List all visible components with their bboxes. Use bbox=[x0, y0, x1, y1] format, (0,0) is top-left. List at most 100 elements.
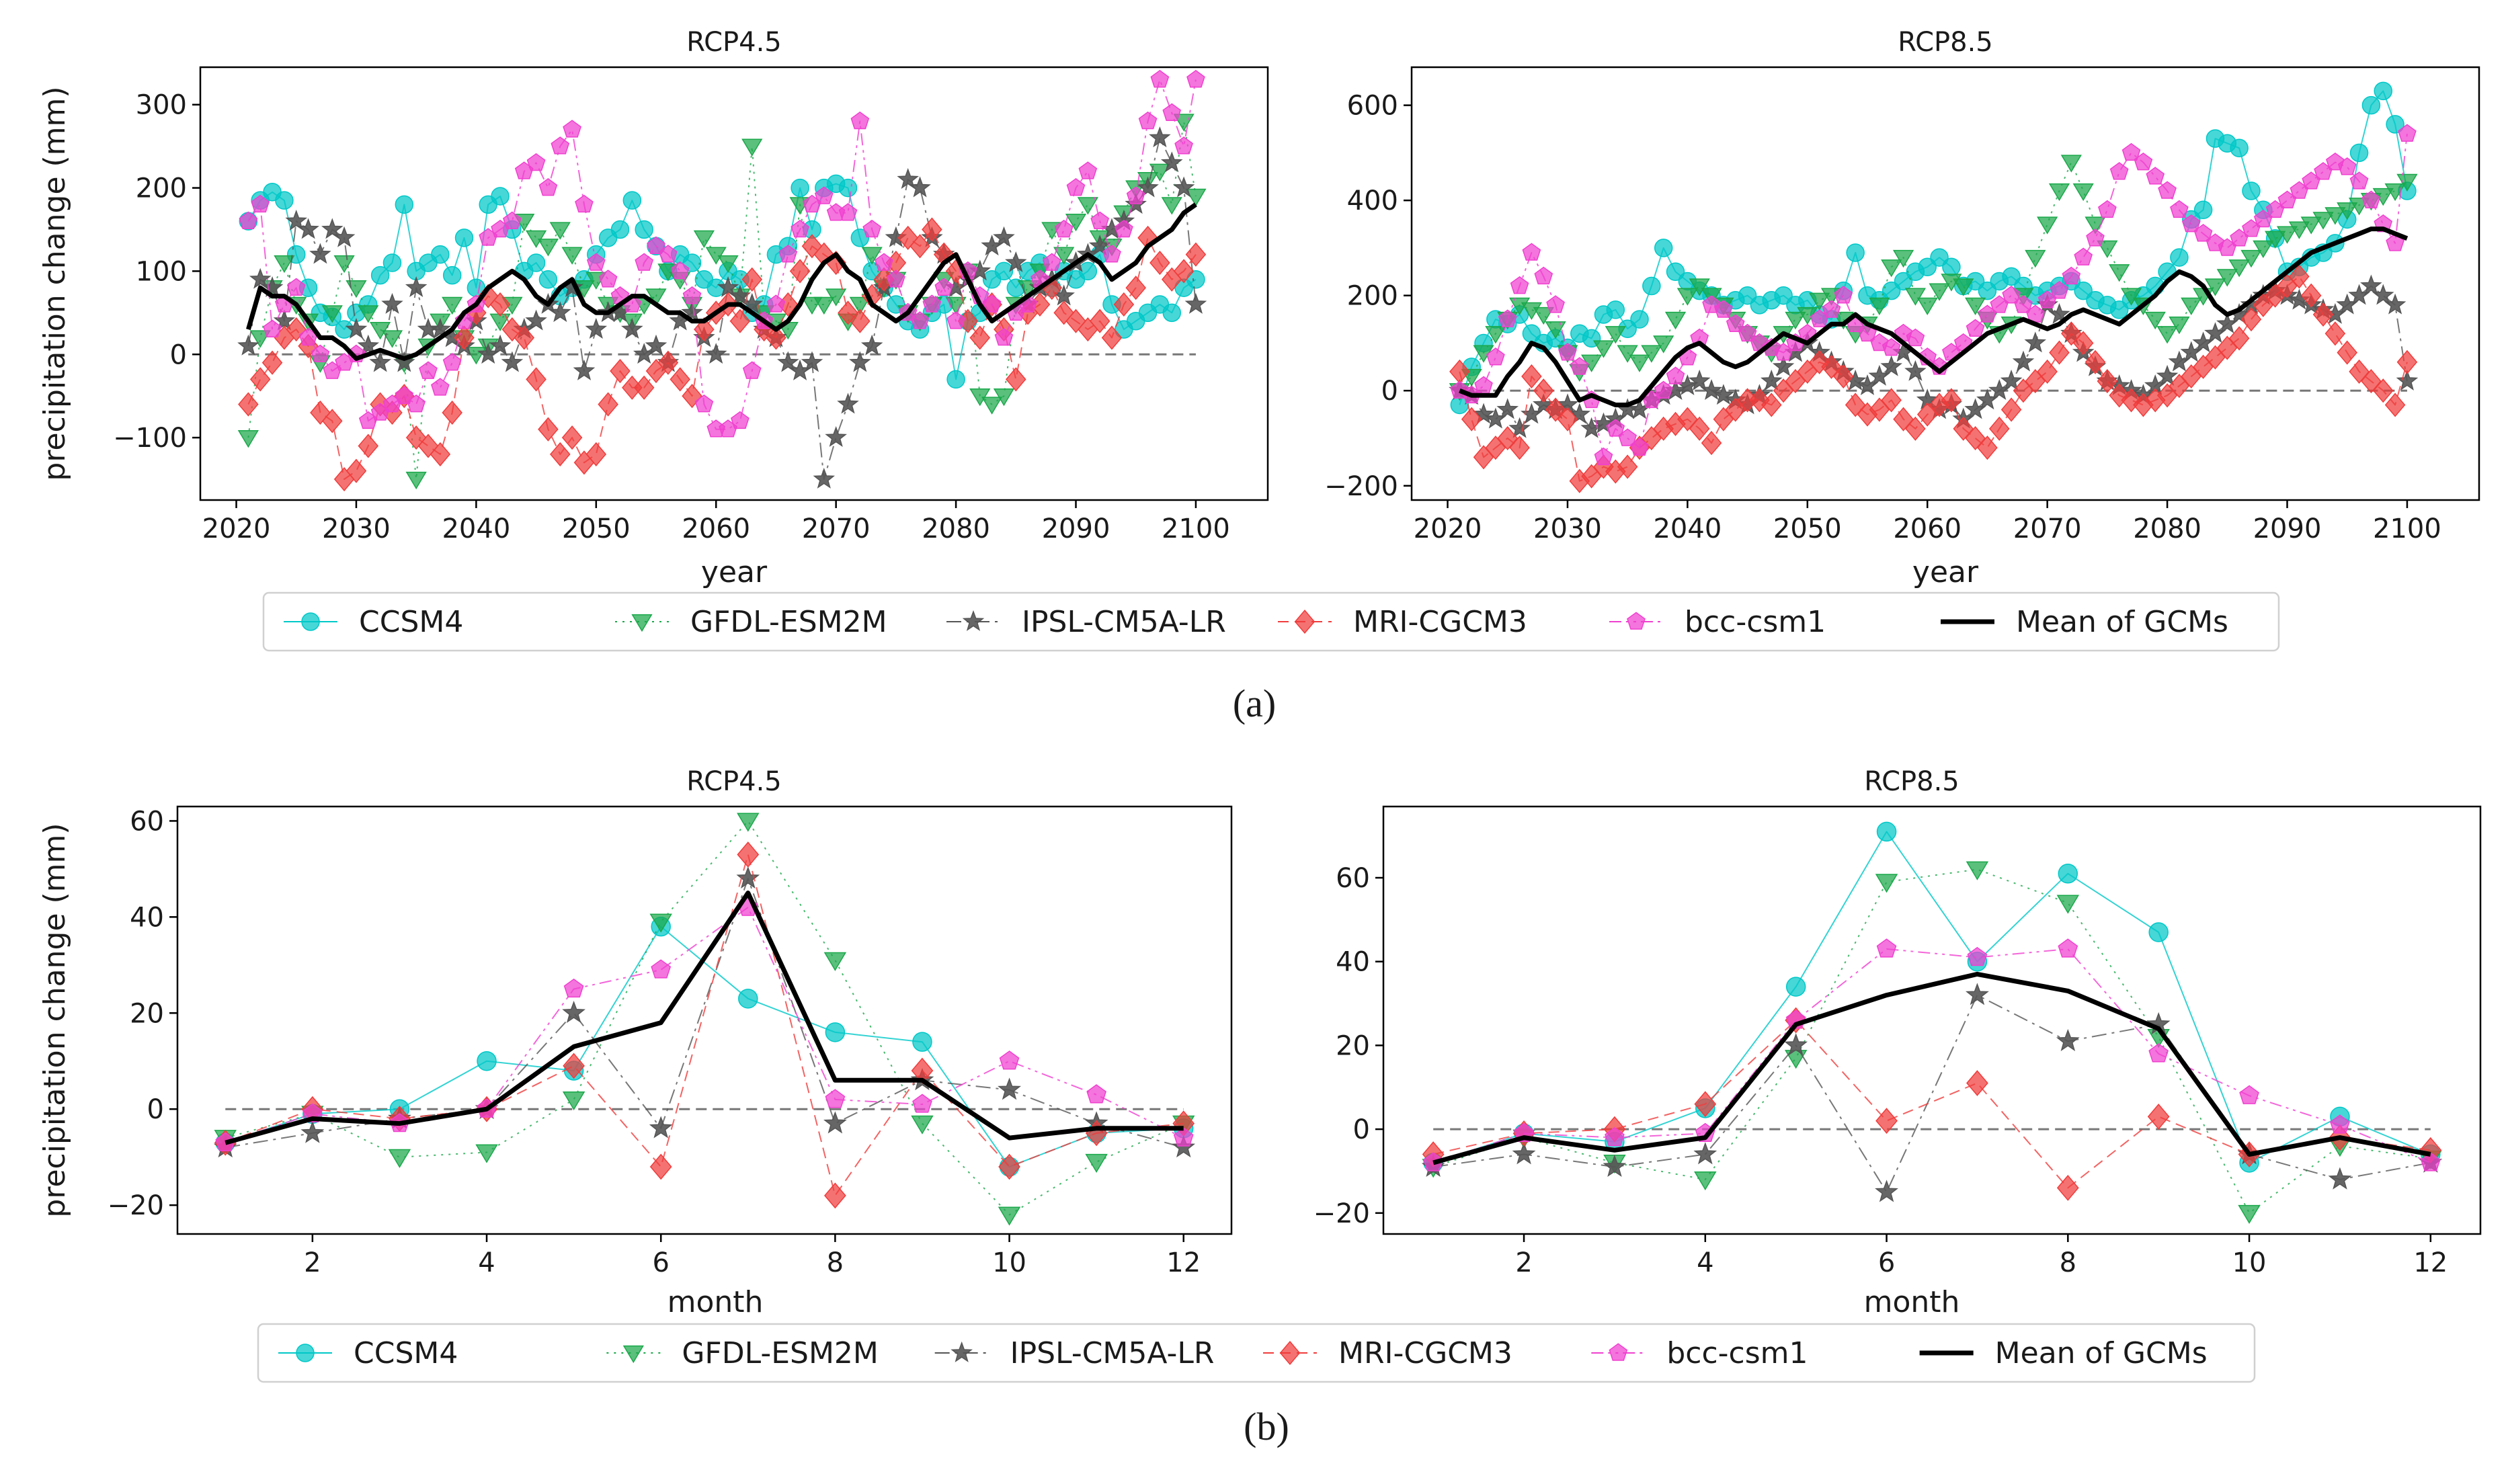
legend-label: GFDL-ESM2M bbox=[690, 605, 887, 639]
point-mri-cgcm3 bbox=[2337, 340, 2358, 365]
point-ipsl-cm5a-lr bbox=[897, 168, 919, 190]
point-mri-cgcm3 bbox=[2013, 378, 2034, 403]
point-mri-cgcm3 bbox=[1941, 388, 1962, 413]
x-tick-label: 2080 bbox=[2133, 513, 2201, 544]
legend-label: GFDL-ESM2M bbox=[682, 1336, 879, 1370]
point-mri-cgcm3 bbox=[670, 367, 690, 392]
point-bcc-csm1 bbox=[251, 194, 270, 213]
point-bcc-csm1 bbox=[2146, 167, 2165, 185]
panel-b-rcp85: RCP8.5 2 4 6 8 10 12 −20 0 20 40 60 month bbox=[1313, 766, 2482, 1319]
point-gfdl-esm2m bbox=[1161, 197, 1182, 215]
point-gfdl-esm2m bbox=[2060, 155, 2082, 173]
point-ipsl-cm5a-lr bbox=[1472, 403, 1495, 424]
point-mri-cgcm3 bbox=[417, 434, 439, 458]
point-ccsm4 bbox=[946, 370, 965, 389]
point-ipsl-cm5a-lr bbox=[1149, 126, 1171, 148]
y-tick-label: 200 bbox=[1347, 281, 1398, 312]
point-bcc-csm1 bbox=[1162, 103, 1182, 121]
point-bcc-csm1 bbox=[1042, 253, 1061, 271]
series-mean-of-gcms bbox=[225, 891, 1184, 1145]
x-tick-label: 10 bbox=[992, 1247, 1026, 1278]
point-gfdl-esm2m bbox=[1053, 247, 1075, 265]
point-bcc-csm1 bbox=[982, 294, 1002, 313]
point-mri-cgcm3 bbox=[442, 400, 462, 425]
point-gfdl-esm2m bbox=[2337, 202, 2358, 220]
legend-b: CCSM4 GFDL-ESM2M IPSL-CM5A-LR MRI-CGCM3 bcc-… bbox=[257, 1323, 2256, 1383]
point-mri-cgcm3 bbox=[2169, 374, 2190, 399]
point-bcc-csm1 bbox=[742, 361, 762, 379]
point-mri-cgcm3 bbox=[823, 1182, 846, 1209]
point-ipsl-cm5a-lr bbox=[1137, 176, 1159, 198]
legend-label: Mean of GCMs bbox=[1995, 1336, 2208, 1370]
point-ipsl-cm5a-lr bbox=[309, 243, 331, 264]
point-gfdl-esm2m bbox=[1966, 861, 1989, 880]
point-bcc-csm1 bbox=[2330, 1114, 2350, 1134]
legend-swatch-marker bbox=[1609, 1343, 1628, 1361]
point-bcc-csm1 bbox=[1630, 438, 1649, 456]
y-tick-label: 20 bbox=[1336, 1030, 1370, 1061]
point-mri-cgcm3 bbox=[1006, 367, 1026, 392]
point-bcc-csm1 bbox=[2098, 200, 2117, 218]
point-mri-cgcm3 bbox=[454, 325, 475, 350]
point-mri-cgcm3 bbox=[1497, 425, 1519, 451]
point-ipsl-cm5a-lr bbox=[1580, 417, 1603, 438]
series-line-mean-of-gcms bbox=[225, 891, 1184, 1145]
point-mri-cgcm3 bbox=[2193, 354, 2214, 379]
point-bcc-csm1 bbox=[1498, 309, 1517, 327]
point-gfdl-esm2m bbox=[1077, 197, 1098, 215]
point-bcc-csm1 bbox=[1474, 376, 1493, 394]
point-bcc-csm1 bbox=[442, 353, 462, 371]
point-gfdl-esm2m bbox=[2109, 264, 2130, 282]
point-bcc-csm1 bbox=[526, 153, 546, 171]
point-ipsl-cm5a-lr bbox=[321, 218, 343, 239]
point-ccsm4 bbox=[912, 1032, 932, 1052]
x-tick-label: 2020 bbox=[1414, 513, 1482, 544]
point-mri-cgcm3 bbox=[1694, 1091, 1717, 1118]
point-bcc-csm1 bbox=[1126, 186, 1145, 204]
point-gfdl-esm2m bbox=[249, 330, 271, 348]
legend-item-ccsm4: CCSM4 bbox=[284, 605, 463, 639]
point-mri-cgcm3 bbox=[2300, 283, 2322, 308]
y-tick-label: 300 bbox=[136, 90, 187, 121]
point-ipsl-cm5a-lr bbox=[261, 276, 284, 298]
point-mri-cgcm3 bbox=[2253, 292, 2274, 317]
point-mri-cgcm3 bbox=[358, 434, 379, 458]
point-bcc-csm1 bbox=[2337, 157, 2357, 175]
point-gfdl-esm2m bbox=[2025, 249, 2046, 268]
point-bcc-csm1 bbox=[647, 236, 665, 255]
point-gfdl-esm2m bbox=[2056, 895, 2080, 914]
point-bcc-csm1 bbox=[1102, 245, 1121, 263]
point-mri-cgcm3 bbox=[2277, 274, 2298, 298]
point-mri-cgcm3 bbox=[998, 1153, 1020, 1180]
point-mri-cgcm3 bbox=[1875, 1108, 1898, 1135]
y-tick-label: 40 bbox=[130, 902, 164, 933]
point-ipsl-cm5a-lr bbox=[1005, 251, 1027, 272]
point-bcc-csm1 bbox=[635, 253, 654, 271]
point-bcc-csm1 bbox=[887, 270, 905, 288]
point-mri-cgcm3 bbox=[2228, 326, 2250, 351]
x-tick-label: 8 bbox=[827, 1247, 844, 1278]
point-bcc-csm1 bbox=[670, 261, 690, 280]
legend-a: CCSM4 GFDL-ESM2M IPSL-CM5A-LR MRI-CGCM3 bcc-… bbox=[262, 591, 2280, 652]
point-gfdl-esm2m bbox=[998, 1206, 1021, 1226]
point-bcc-csm1 bbox=[1738, 323, 1757, 342]
point-ccsm4 bbox=[382, 253, 402, 272]
point-gfdl-esm2m bbox=[2169, 317, 2190, 335]
point-ipsl-cm5a-lr bbox=[249, 267, 272, 289]
point-gfdl-esm2m bbox=[2037, 216, 2058, 235]
point-bcc-csm1 bbox=[651, 959, 672, 979]
point-bcc-csm1 bbox=[1666, 366, 1685, 384]
point-gfdl-esm2m bbox=[2276, 226, 2298, 244]
point-bcc-csm1 bbox=[2121, 142, 2141, 161]
point-gfdl-esm2m bbox=[1892, 249, 1914, 268]
point-ipsl-cm5a-lr bbox=[285, 210, 308, 231]
point-bcc-csm1 bbox=[731, 411, 750, 429]
legend-frame bbox=[257, 1323, 2256, 1383]
point-ipsl-cm5a-lr bbox=[998, 1077, 1021, 1100]
x-tick-label: 2090 bbox=[2253, 513, 2322, 544]
point-bcc-csm1 bbox=[2086, 229, 2105, 247]
series-mri-cgcm3 bbox=[1422, 1007, 2442, 1201]
point-mri-cgcm3 bbox=[1581, 464, 1602, 489]
point-gfdl-esm2m bbox=[442, 296, 463, 315]
